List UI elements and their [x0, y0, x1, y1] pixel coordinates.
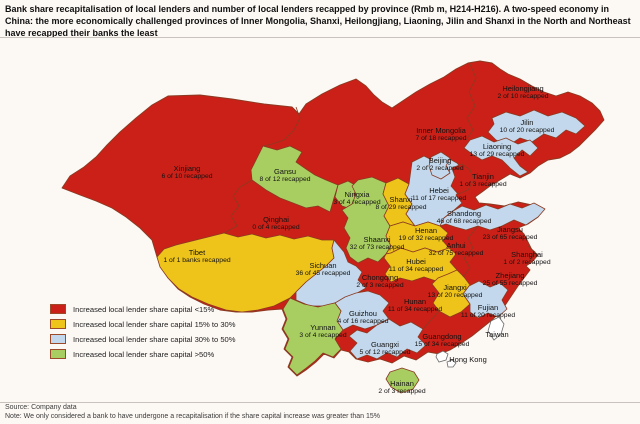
label-hong-kong: Hong Kong [449, 355, 487, 364]
label-guangxi: Guangxi 5 of 12 recapped [359, 340, 411, 357]
label-jiangxi: Jiangxi 13 of 20 recapped [427, 283, 483, 300]
province-yunnan [282, 297, 344, 376]
legend-item-30to50: Increased local lender share capital 30%… [50, 333, 236, 345]
label-sichuan: Sichuan 36 of 45 recapped [295, 261, 351, 278]
label-hunan: Hunan 11 of 34 recapped [387, 297, 443, 314]
province-jilin [487, 109, 586, 147]
province-beijing [428, 151, 451, 180]
taiwan-island [487, 316, 505, 341]
border-xinjiang-innermongolia-qinghai [223, 106, 301, 234]
label-gansu: Gansu 8 of 12 recapped [259, 167, 311, 184]
title-separator-line [0, 37, 640, 38]
hong-kong-islands [435, 350, 457, 368]
province-gansu [250, 145, 339, 213]
footer: Source: Company data Note: We only consi… [5, 404, 635, 421]
legend-swatch-gt50 [50, 349, 66, 359]
legend-item-lt15: Increased local lender share capital <15… [50, 303, 214, 315]
label-guizhou: Guizhou 4 of 16 recapped [337, 309, 389, 326]
label-guangdong: Guangdong 15 of 34 recapped [414, 332, 470, 349]
figure-title: Bank share recapitalisation of local len… [5, 4, 631, 38]
label-chongqing: Chongqing 2 of 3 recapped [356, 273, 404, 290]
label-hubei: Hubei 11 of 34 recapped [388, 257, 444, 274]
border-shanghai [527, 245, 536, 261]
label-jilin: Jilin 10 of 20 recapped [499, 118, 555, 135]
border-hunan-guangdong [422, 310, 440, 330]
legend-item-gt50: Increased local lender share capital >50… [50, 348, 214, 360]
label-zhejiang: Zhejiang 25 of 55 recapped [482, 271, 538, 288]
label-shanxi: Shanxi 8 of 29 recapped [375, 195, 427, 212]
footer-separator-line [0, 402, 640, 403]
label-xinjiang: Xinjiang 6 of 10 recapped [161, 164, 213, 181]
legend-swatch-15to30 [50, 319, 66, 329]
label-inner-mongolia: Inner Mongolia 7 of 18 recapped [415, 126, 467, 143]
province-shandong [439, 202, 546, 231]
label-yunnan: Yunnan 3 of 4 recapped [299, 323, 347, 340]
label-hebei: Hebei 11 of 17 recapped [411, 186, 467, 203]
note-line: Note: We only considered a bank to have … [5, 412, 380, 420]
label-hainan: Hainan 2 of 3 recapped [378, 379, 426, 396]
label-qinghai: Qinghai 0 of 4 recapped [252, 215, 300, 232]
label-beijing: Beijing 2 of 2 recapped [416, 156, 464, 173]
province-liaoning [463, 135, 539, 177]
source-line: Source: Company data [5, 404, 77, 411]
label-liaoning: Liaoning 13 of 29 recapped [469, 142, 525, 159]
label-tibet: Tibet 1 of 1 banks recapped [163, 248, 231, 265]
label-fujian: Fujian 11 of 20 recapped [460, 303, 516, 320]
border-innermongolia-heilongjiang [465, 63, 477, 141]
label-jiangsu: Jiangsu 23 of 65 recapped [482, 225, 538, 242]
province-jiangxi [431, 269, 471, 318]
label-shanghai: Shanghai 1 of 2 recapped [503, 250, 551, 267]
province-guangxi [348, 318, 427, 360]
province-tianjin [450, 163, 475, 195]
label-taiwan: Taiwan [485, 330, 509, 339]
province-hainan [385, 367, 420, 394]
label-ningxia: Ningxia 3 of 4 recapped [333, 190, 381, 207]
label-shandong: Shandong 46 of 68 recapped [436, 209, 492, 226]
label-henan: Henan 19 of 32 recapped [398, 226, 454, 243]
label-anhui: Anhui 32 of 75 recapped [428, 241, 484, 258]
legend-swatch-30to50 [50, 334, 66, 344]
label-tianjin: Tianjin 1 of 3 recapped [459, 172, 507, 189]
legend-item-15to30: Increased local lender share capital 15%… [50, 318, 236, 330]
legend-swatch-lt15 [50, 304, 66, 314]
label-shaanxi: Shaanxi 32 of 73 recapped [349, 235, 405, 252]
border-anhui-jiangsu-zhejiang [462, 225, 479, 278]
province-fujian [462, 280, 509, 319]
label-heilongjiang: Heilongjiang 2 of 10 recapped [497, 84, 549, 101]
